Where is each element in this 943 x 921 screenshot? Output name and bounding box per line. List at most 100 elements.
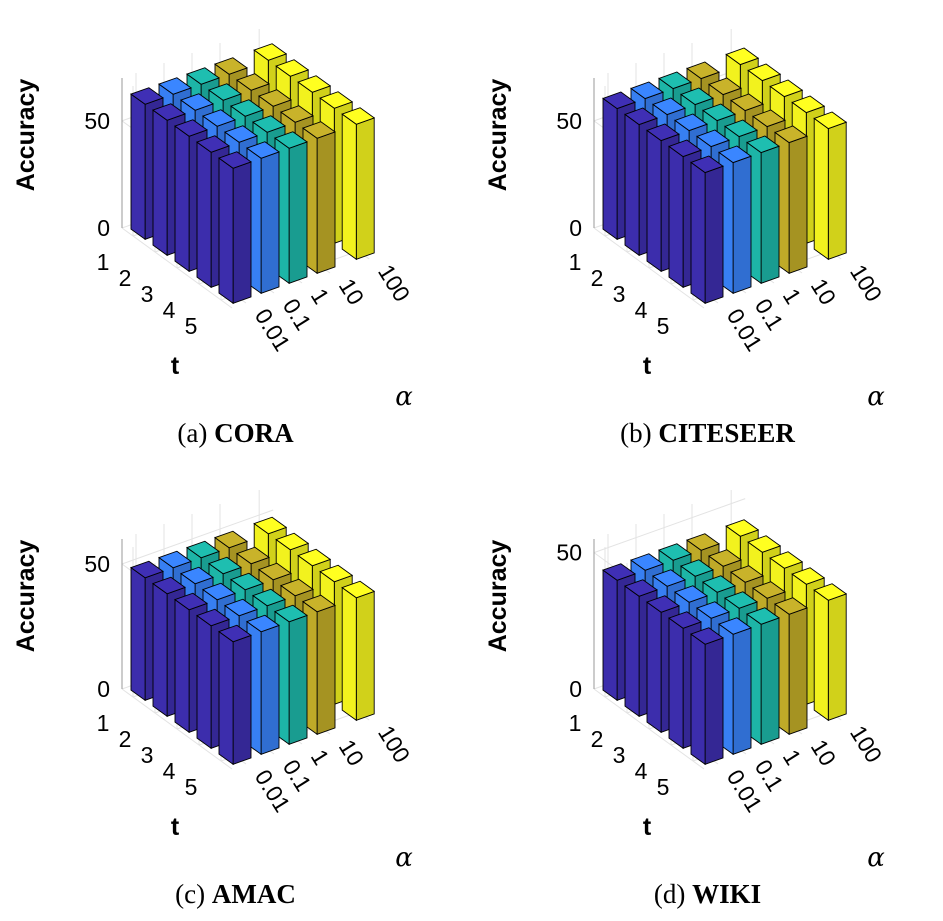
caption-prefix: (a) [177, 418, 208, 448]
bar-top-face [725, 47, 760, 66]
t-tick-label: 1 [569, 710, 582, 736]
bar-top-face [652, 569, 686, 587]
bar-top-face [680, 559, 714, 577]
t-tick-label: 5 [185, 774, 198, 800]
bar-top-face [652, 97, 686, 116]
bar-top-face [769, 79, 804, 98]
bar-side-face [218, 157, 234, 305]
bar-front-face [232, 161, 252, 304]
bar-top-face [646, 123, 680, 142]
z-ticks: 0 50 [84, 551, 110, 702]
caption-prefix: (c) [175, 879, 206, 909]
t-tick-label: 2 [591, 265, 604, 291]
bar-side-face [690, 161, 706, 305]
bar-top-face [180, 93, 214, 111]
bar-side-face [668, 145, 684, 289]
bar-top-face [769, 551, 804, 569]
bar-top-face [130, 560, 164, 579]
bar-front-face [827, 593, 847, 721]
bar-front-face [288, 141, 308, 284]
t-tick-label: 5 [657, 774, 670, 800]
alpha-tick-label: 100 [845, 721, 887, 767]
bar-top-face [274, 604, 308, 623]
alpha-tick-label: 100 [845, 260, 887, 306]
alpha-tick-label: 10 [334, 274, 370, 309]
bar-top-face [791, 95, 826, 114]
z-tick-label: 50 [84, 551, 110, 577]
bar-top-face [718, 145, 752, 164]
caption: (d) WIKI [472, 879, 943, 910]
bar-side-face [813, 589, 829, 722]
bar-side-face [130, 566, 146, 702]
z-tick-label: 50 [556, 540, 582, 566]
z-tick-label: 50 [556, 108, 582, 134]
bar-top-face [158, 550, 192, 569]
alpha-tick-label: 10 [806, 735, 842, 770]
bar-top-face [152, 103, 186, 121]
bar-t5-alpha3 [746, 607, 780, 746]
subplot-citeseer: 0 50 Accuracy 1 2 3 4 5 t 0.01 0.1 1 10 100 α (b) CITE… [472, 0, 943, 460]
bar-side-face [341, 586, 357, 722]
caption-dataset-name: AMAC [211, 879, 296, 909]
bar-top-face [702, 575, 736, 593]
bar-top-face [275, 532, 310, 551]
bar-front-face [316, 604, 336, 735]
caption: (a) CORA [0, 418, 471, 449]
z-ticks: 0 50 [556, 540, 582, 702]
t-tick-label: 5 [185, 313, 198, 339]
z-axis-label: Accuracy [484, 540, 512, 653]
bar-top-face [658, 71, 692, 90]
alpha-tick-label: 100 [373, 721, 415, 767]
bar-t5-alpha2 [246, 614, 280, 756]
bar-top-face [275, 59, 310, 77]
bar-top-face [724, 591, 758, 609]
bar-top-face [774, 125, 808, 144]
alpha-tick-label: 1 [778, 284, 807, 309]
bar-t5-alpha3 [274, 131, 308, 285]
bar-top-face [690, 155, 724, 174]
t-tick-label: 4 [635, 297, 648, 323]
caption: (b) CITESEER [472, 418, 943, 449]
bar-top-face [774, 597, 808, 615]
caption-prefix: (b) [620, 418, 652, 448]
bar-top-face [730, 93, 764, 112]
bar-front-face [355, 590, 375, 721]
bar-top-face [180, 566, 214, 585]
bar-front-face [760, 617, 780, 745]
caption-dataset-name: WIKI [692, 879, 762, 909]
t-tick-label: 1 [569, 249, 582, 275]
bar-top-face [236, 73, 270, 91]
subplot-cora: 0 50 Accuracy 1 2 3 4 5 t 0.01 0.1 1 10 100 α (a) CORA [0, 0, 471, 460]
bar-top-face [158, 77, 192, 95]
bar-top-face [230, 99, 264, 117]
t-tick-label: 4 [163, 758, 176, 784]
bar-top-face [752, 581, 786, 599]
bar-top-face [302, 121, 336, 139]
bar-t5-alpha1 [690, 627, 724, 766]
bar-top-face [708, 77, 742, 96]
t-tick-label: 4 [163, 297, 176, 323]
bar-t5-alpha5 [341, 580, 376, 722]
bar-side-face [196, 614, 212, 750]
bar-t5-alpha4 [774, 597, 808, 736]
bar-top-face [686, 533, 720, 551]
bar-side-face [624, 113, 640, 257]
caption: (c) AMAC [0, 879, 471, 910]
bar-top-face [341, 107, 376, 125]
bar-top-face [690, 627, 724, 645]
bar-top-face [208, 556, 242, 575]
bar-top-face [302, 594, 336, 613]
bar-front-face [288, 614, 308, 745]
t-axis-label: t [643, 352, 652, 380]
bar-side-face [196, 141, 212, 289]
bar-top-face [253, 516, 288, 535]
alpha-tick-label: 1 [306, 284, 335, 309]
bar-top-face [791, 567, 826, 585]
alpha-tick-label: 1 [778, 745, 807, 770]
